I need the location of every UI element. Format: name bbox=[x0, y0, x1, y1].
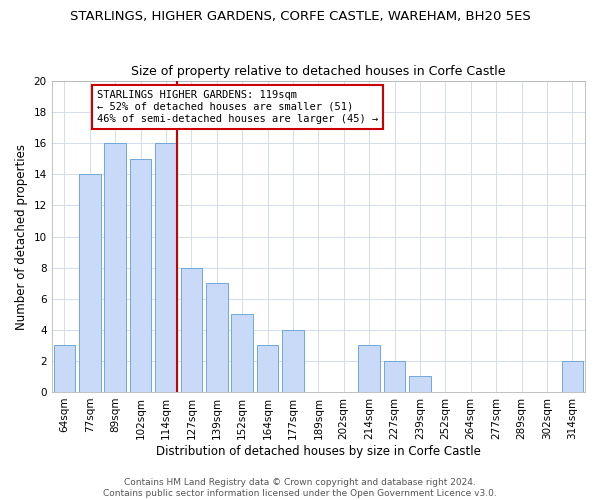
Bar bbox=[409, 376, 431, 392]
Bar bbox=[232, 314, 253, 392]
Bar bbox=[257, 346, 278, 392]
Text: Contains HM Land Registry data © Crown copyright and database right 2024.
Contai: Contains HM Land Registry data © Crown c… bbox=[103, 478, 497, 498]
Bar bbox=[181, 268, 202, 392]
Y-axis label: Number of detached properties: Number of detached properties bbox=[15, 144, 28, 330]
Bar bbox=[282, 330, 304, 392]
Text: STARLINGS HIGHER GARDENS: 119sqm
← 52% of detached houses are smaller (51)
46% o: STARLINGS HIGHER GARDENS: 119sqm ← 52% o… bbox=[97, 90, 378, 124]
X-axis label: Distribution of detached houses by size in Corfe Castle: Distribution of detached houses by size … bbox=[156, 444, 481, 458]
Bar bbox=[358, 346, 380, 392]
Bar bbox=[130, 159, 151, 392]
Bar bbox=[206, 283, 227, 392]
Text: STARLINGS, HIGHER GARDENS, CORFE CASTLE, WAREHAM, BH20 5ES: STARLINGS, HIGHER GARDENS, CORFE CASTLE,… bbox=[70, 10, 530, 23]
Bar bbox=[562, 361, 583, 392]
Bar bbox=[155, 143, 177, 392]
Title: Size of property relative to detached houses in Corfe Castle: Size of property relative to detached ho… bbox=[131, 66, 506, 78]
Bar bbox=[53, 346, 75, 392]
Bar bbox=[79, 174, 101, 392]
Bar bbox=[104, 143, 126, 392]
Bar bbox=[384, 361, 406, 392]
